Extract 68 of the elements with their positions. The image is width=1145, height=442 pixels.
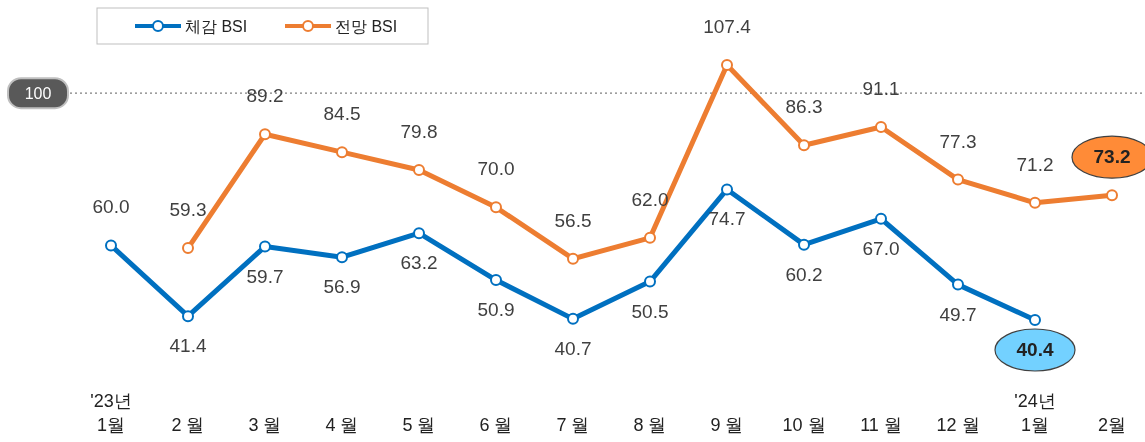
x-tick-label: 5 월: [402, 415, 436, 435]
data-label: 56.5: [554, 209, 592, 231]
point: [721, 59, 733, 71]
legend-label: 전망 BSI: [335, 18, 398, 35]
data-label: 40.4: [1016, 339, 1054, 360]
point: [567, 312, 579, 325]
data-label: 56.9: [323, 276, 361, 298]
point: [952, 173, 964, 186]
x-tick-label: 4 월: [325, 415, 359, 435]
x-tick-label: 10 월: [782, 415, 826, 435]
point: [952, 278, 964, 291]
data-label: 60.0: [92, 196, 130, 218]
data-label: 59.3: [169, 199, 207, 221]
data-label: 49.7: [939, 303, 977, 325]
point: [644, 275, 656, 288]
data-label: 60.2: [785, 263, 823, 285]
x-tick-label: 2월: [1097, 415, 1127, 435]
point: [336, 146, 348, 159]
point: [721, 183, 733, 196]
point: [490, 274, 502, 287]
data-label: 50.9: [477, 299, 515, 321]
data-label: 73.2: [1093, 146, 1131, 168]
point: [182, 242, 194, 255]
data-label: 91.1: [862, 78, 900, 100]
x-tick-label: 7 월: [556, 415, 590, 435]
point: [413, 164, 425, 177]
legend-label: 체감 BSI: [185, 18, 248, 35]
point: [798, 238, 810, 251]
x-tick-label: '24년 1월: [1014, 391, 1056, 435]
point: [490, 201, 502, 214]
data-label: 84.5: [323, 103, 361, 125]
point: [644, 231, 656, 244]
data-label: 63.2: [400, 252, 438, 274]
point: [336, 251, 348, 264]
point: [105, 239, 117, 252]
x-tick-label: 11 월: [860, 415, 902, 435]
data-label: 71.2: [1016, 153, 1054, 175]
data-label: 50.5: [631, 300, 669, 322]
point: [1029, 196, 1041, 209]
data-label: 77.3: [939, 130, 977, 152]
point: [875, 121, 887, 134]
ref-line-label: 100: [24, 85, 52, 103]
data-label: 70.0: [477, 158, 515, 180]
data-label: 107.4: [703, 16, 752, 37]
data-label: 59.7: [246, 265, 284, 287]
data-label: 40.7: [554, 337, 592, 359]
point: [259, 240, 271, 253]
point: [567, 252, 579, 265]
data-label: 67.0: [862, 237, 900, 259]
x-tick-label: 12 월: [936, 415, 980, 435]
point: [1029, 314, 1041, 326]
x-tick-label: 2 월: [171, 415, 205, 435]
x-tick-label: 3 월: [248, 415, 282, 435]
x-tick-label: 6 월: [479, 415, 513, 435]
point: [798, 139, 810, 152]
x-tick-label: 9 월: [710, 415, 744, 435]
point: [413, 227, 425, 240]
point: [182, 310, 194, 323]
data-label: 86.3: [785, 96, 823, 118]
point: [875, 212, 887, 225]
data-label: 89.2: [246, 85, 284, 107]
data-label: 74.7: [708, 208, 746, 230]
x-tick-label: '23년 1월: [90, 391, 132, 435]
point: [259, 128, 271, 141]
x-tick-label: 8 월: [633, 415, 667, 435]
data-label: 41.4: [169, 335, 207, 357]
data-label: 79.8: [400, 121, 438, 143]
point: [1106, 189, 1118, 202]
